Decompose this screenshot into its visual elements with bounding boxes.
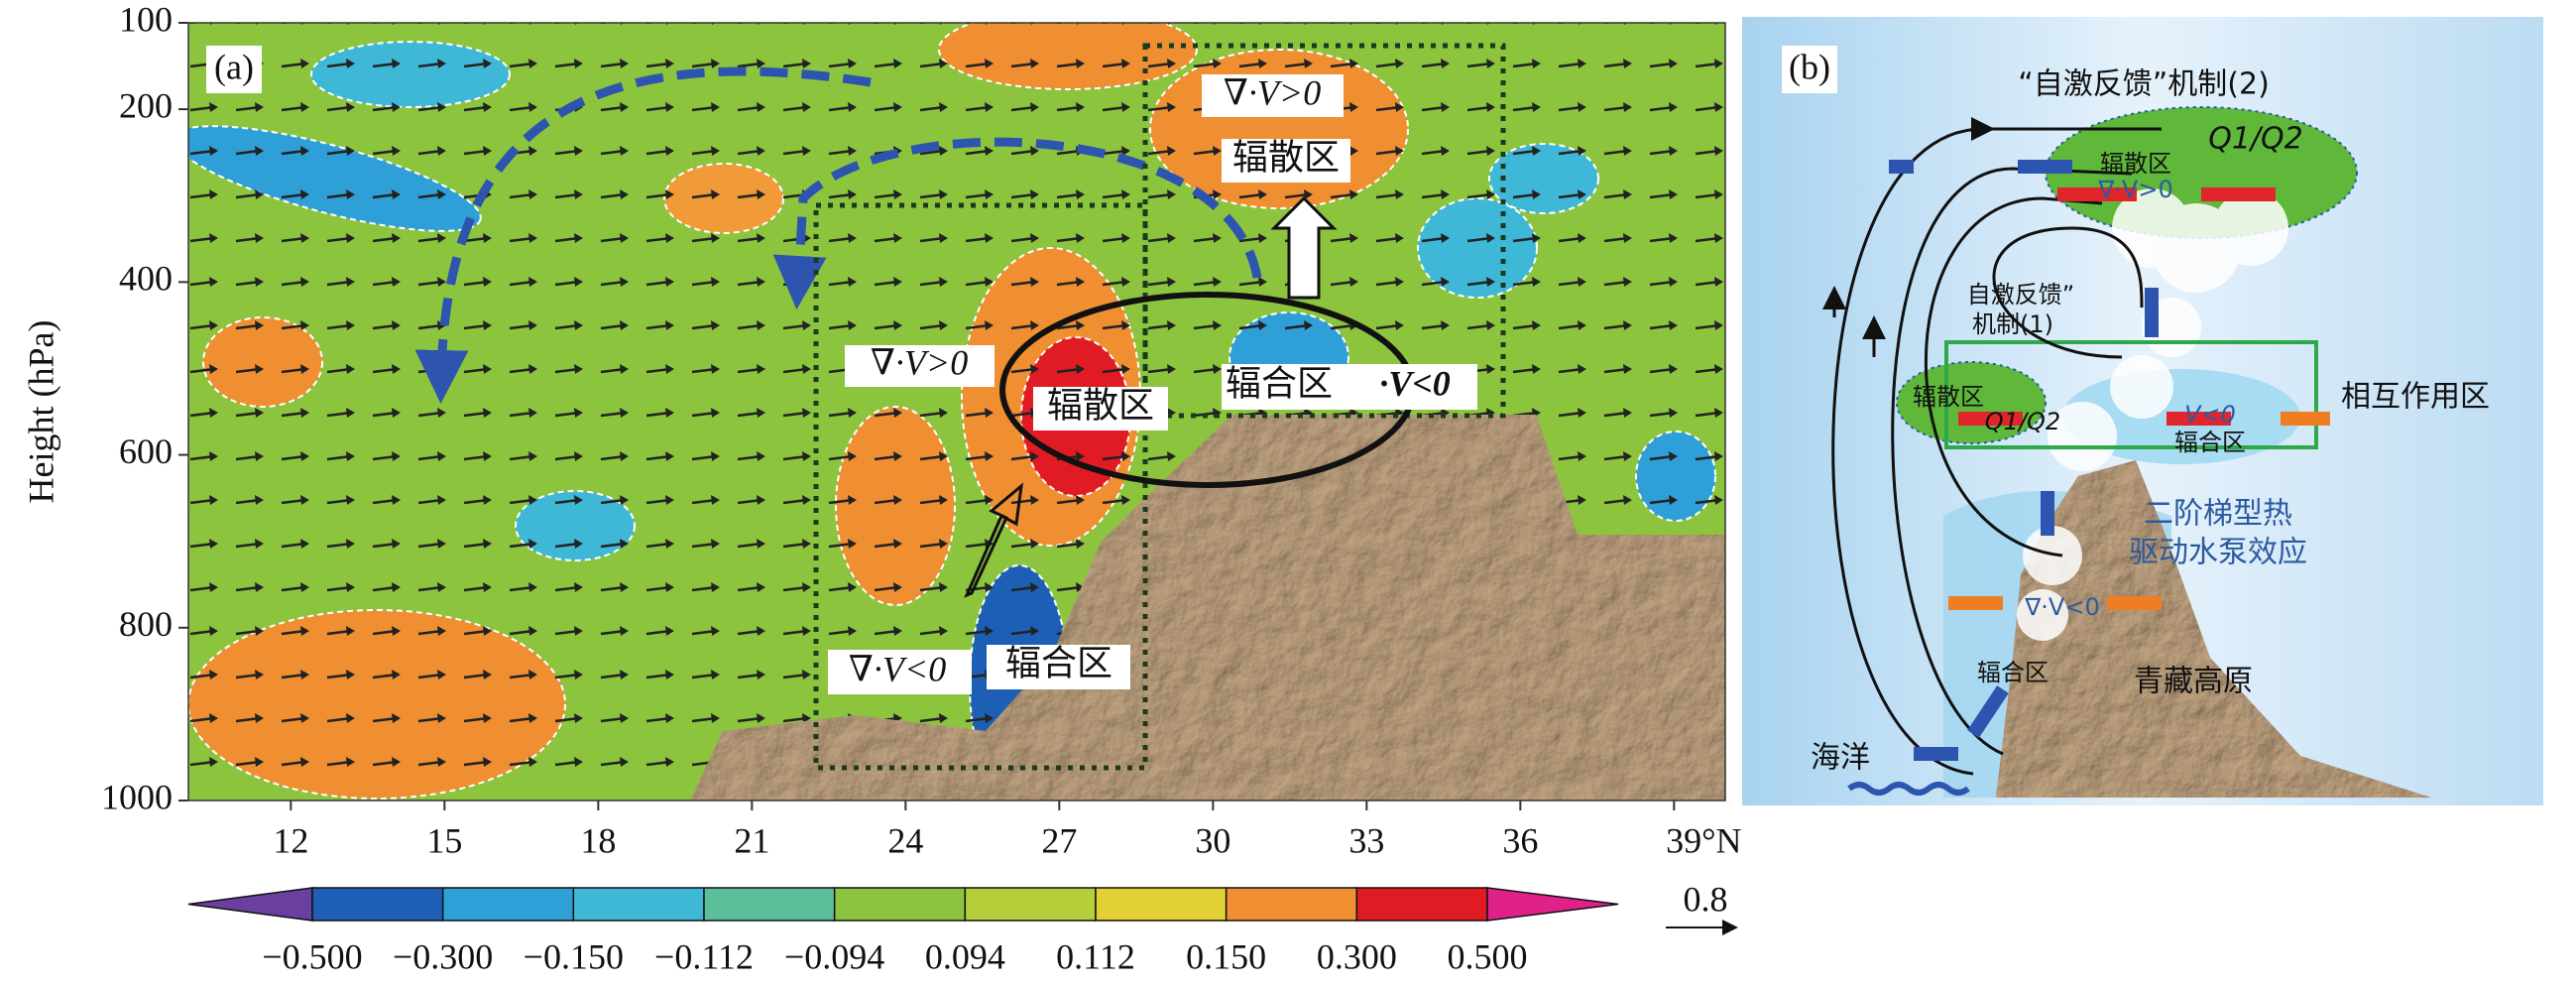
diagram-label: 海洋 [1811,741,1870,776]
diagram-label: ∇·V<0 [2024,593,2099,621]
region-box [1142,43,1506,419]
colorbar-extend [187,887,313,922]
updraft-arrow [1270,195,1338,300]
label-box [1033,387,1168,431]
label-box [1202,74,1344,117]
label-box [1222,139,1350,183]
colorbar-segment [964,887,1097,922]
y-tick-label: 1000 [101,777,173,816]
colorbar-label: −0.500 [262,936,362,976]
colorbar-segment [833,887,967,922]
annotation: 辐散区 [1047,385,1154,425]
vector-scale-label: 0.8 [1684,879,1728,919]
diagram-label: 辐合区 [1977,659,2049,686]
diagram-label: 相互作用区 [2341,380,2490,415]
colorbar-label: −0.300 [393,936,493,976]
label-box [1222,364,1477,410]
y-tick-label: 800 [119,604,173,644]
diagram-label: 辐合区 [2174,429,2246,456]
label-box [828,650,972,694]
interaction-box [1944,340,2318,449]
diagram-label: 辐散区 [1913,383,1984,411]
panel-label: (b) [1789,47,1830,86]
colorbar-label: −0.094 [784,936,884,976]
diagram-label: “自激反馈”机制(2) [2018,67,2270,102]
ocean-waves [1847,782,1970,796]
y-tick-label: 400 [119,259,173,299]
colorbar-label: 0.300 [1317,936,1397,976]
diagram-label: 二阶梯型热 [2144,497,2292,532]
y-axis-label: Height (hPa) [21,320,60,504]
colorbar-label: 0.112 [1056,936,1135,976]
circulation-arrow [772,137,1262,309]
label-box [987,645,1130,689]
x-tick-label: 39°N [1666,820,1741,860]
diagram-label: 辐散区 [2100,150,2171,178]
label-box [1782,46,1837,93]
x-tick-label: 33 [1348,820,1384,860]
x-tick-label: 21 [734,820,769,860]
colorbar-segment [1225,887,1358,922]
x-tick-label: 18 [580,820,616,860]
annotation: ∇·V>0 [1224,72,1321,112]
annotations [206,46,1477,694]
circulation-arrow [414,66,872,404]
annotation: 辐散区 [1232,137,1340,177]
contour-field [188,23,1725,801]
label-box [845,345,995,387]
diagram-label: 自激反馈” [1967,281,2074,309]
y-tick-label: 100 [119,0,173,39]
terrain-texture [690,415,1725,801]
panel-label: (a) [214,47,254,86]
y-tick-label: 600 [119,432,173,471]
x-tick-label: 30 [1195,820,1230,860]
diagram-label: Q1/Q2 [2208,122,2303,157]
diagram [1742,17,2543,805]
diagram-label: Q1/Q2 [1985,408,2060,435]
annotation: ·V<0 [1379,363,1451,403]
colorbar-label: −0.150 [524,936,624,976]
colorbar-segment [311,887,444,922]
annotation: ∇·V<0 [849,649,946,688]
diagram-label: ∇·V>0 [2097,176,2172,203]
colorbar-segment [1095,887,1228,922]
colorbar-label: −0.112 [654,936,754,976]
flow-arrows [1889,160,2330,761]
diagram-label: 驱动水泵效应 [2129,536,2307,570]
colorbar-label: 0.094 [925,936,1005,976]
colorbar-segment [441,887,575,922]
clouds [2017,188,2288,641]
annotation: ∇·V>0 [871,342,968,382]
annotation: 辐合区 [1226,363,1333,403]
diagram-label: 青藏高原 [2134,665,2253,699]
plot-frame [187,22,1726,802]
x-tick-label: 27 [1041,820,1077,860]
label-box [206,46,262,93]
colorbar-label: 0.500 [1448,936,1528,976]
updraft-arrow [964,482,1023,598]
diagram-label: V<0 [2184,401,2236,429]
colorbar-extend [1486,887,1619,922]
diagram-label: 机制(1) [1972,310,2053,338]
circulation-loops [1822,117,2162,776]
x-tick-label: 12 [273,820,308,860]
plateau-texture [1996,460,2431,798]
region-box [813,202,1148,771]
annotation: 辐合区 [1005,643,1112,682]
colorbar-segment [703,887,836,922]
x-tick-label: 15 [426,820,462,860]
x-tick-label: 24 [887,820,923,860]
colorbar-label: 0.150 [1186,936,1266,976]
x-tick-label: 36 [1502,820,1538,860]
colorbar-segment [1355,887,1488,922]
colorbar-segment [572,887,705,922]
y-tick-label: 200 [119,85,173,125]
